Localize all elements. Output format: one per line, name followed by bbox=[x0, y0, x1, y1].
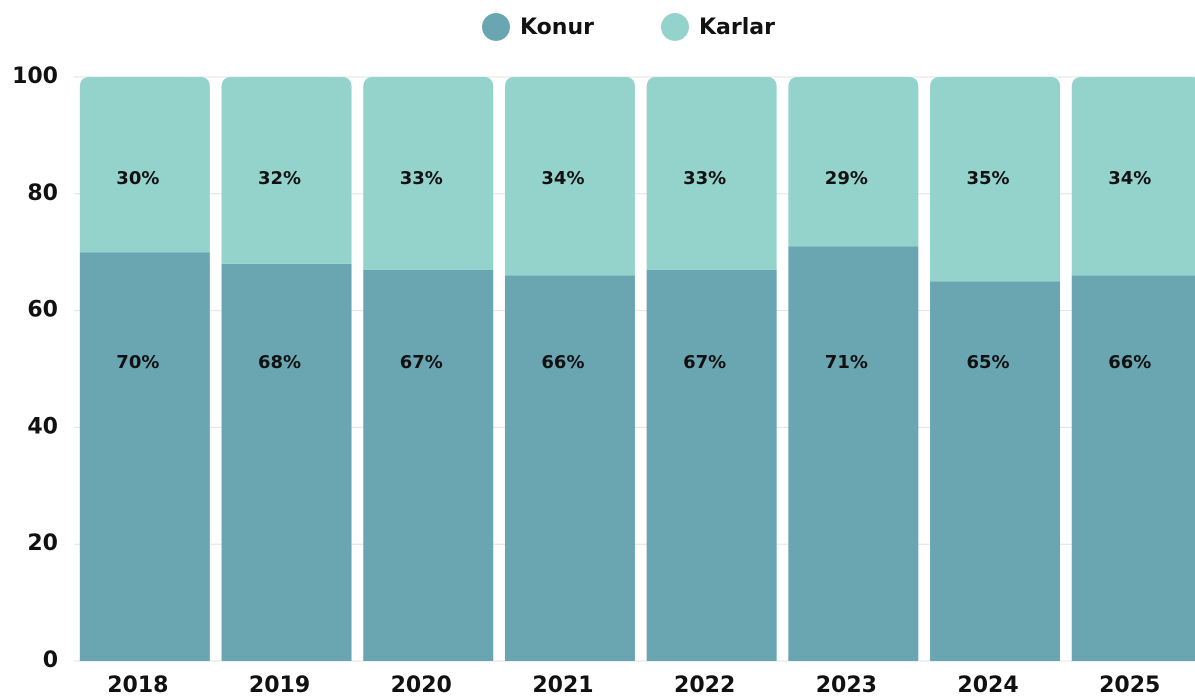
bar-segment bbox=[504, 77, 635, 276]
bar-segment bbox=[646, 269, 777, 661]
legend-swatch bbox=[661, 13, 689, 41]
bar-segment bbox=[1071, 275, 1195, 661]
bar-segment bbox=[363, 269, 494, 661]
x-tick-label: 2022 bbox=[674, 673, 735, 698]
value-label: 33% bbox=[400, 168, 443, 189]
bar-segment bbox=[930, 281, 1061, 661]
y-tick-label: 20 bbox=[27, 531, 58, 556]
y-tick-label: 0 bbox=[43, 648, 58, 673]
x-tick-label: 2019 bbox=[249, 673, 310, 698]
x-tick-label: 2024 bbox=[957, 673, 1018, 698]
x-tick-label: 2023 bbox=[816, 673, 877, 698]
bar-segment bbox=[930, 77, 1061, 282]
bar-segment bbox=[363, 77, 494, 270]
x-tick-label: 2025 bbox=[1099, 673, 1160, 698]
y-tick-label: 60 bbox=[27, 298, 58, 323]
value-label: 30% bbox=[116, 168, 159, 189]
value-label: 67% bbox=[400, 352, 443, 373]
value-label: 70% bbox=[116, 352, 159, 373]
y-tick-label: 80 bbox=[27, 181, 58, 206]
value-label: 68% bbox=[258, 352, 301, 373]
legend-swatch bbox=[482, 13, 510, 41]
x-tick-label: 2021 bbox=[532, 673, 593, 698]
bar-segment bbox=[504, 275, 635, 661]
legend-label: Karlar bbox=[699, 15, 775, 40]
value-label: 65% bbox=[967, 352, 1010, 373]
value-label: 35% bbox=[967, 168, 1010, 189]
value-label: 71% bbox=[825, 352, 868, 373]
legend-label: Konur bbox=[520, 15, 594, 40]
value-label: 29% bbox=[825, 168, 868, 189]
bar-segment bbox=[646, 77, 777, 270]
x-tick-label: 2018 bbox=[107, 673, 168, 698]
y-tick-label: 40 bbox=[27, 414, 58, 439]
bar-segment bbox=[221, 263, 352, 661]
value-label: 34% bbox=[1108, 168, 1151, 189]
value-label: 34% bbox=[541, 168, 584, 189]
bar-segment bbox=[788, 246, 919, 662]
x-tick-label: 2020 bbox=[391, 673, 452, 698]
bar-segment bbox=[1071, 77, 1195, 276]
bar-segment bbox=[79, 77, 210, 253]
value-label: 33% bbox=[683, 168, 726, 189]
value-label: 32% bbox=[258, 168, 301, 189]
bar-segment bbox=[221, 77, 352, 264]
value-label: 66% bbox=[1108, 352, 1151, 373]
value-label: 66% bbox=[541, 352, 584, 373]
bar-segment bbox=[788, 77, 919, 247]
y-tick-label: 100 bbox=[12, 64, 58, 89]
bar-segment bbox=[79, 252, 210, 661]
value-label: 67% bbox=[683, 352, 726, 373]
